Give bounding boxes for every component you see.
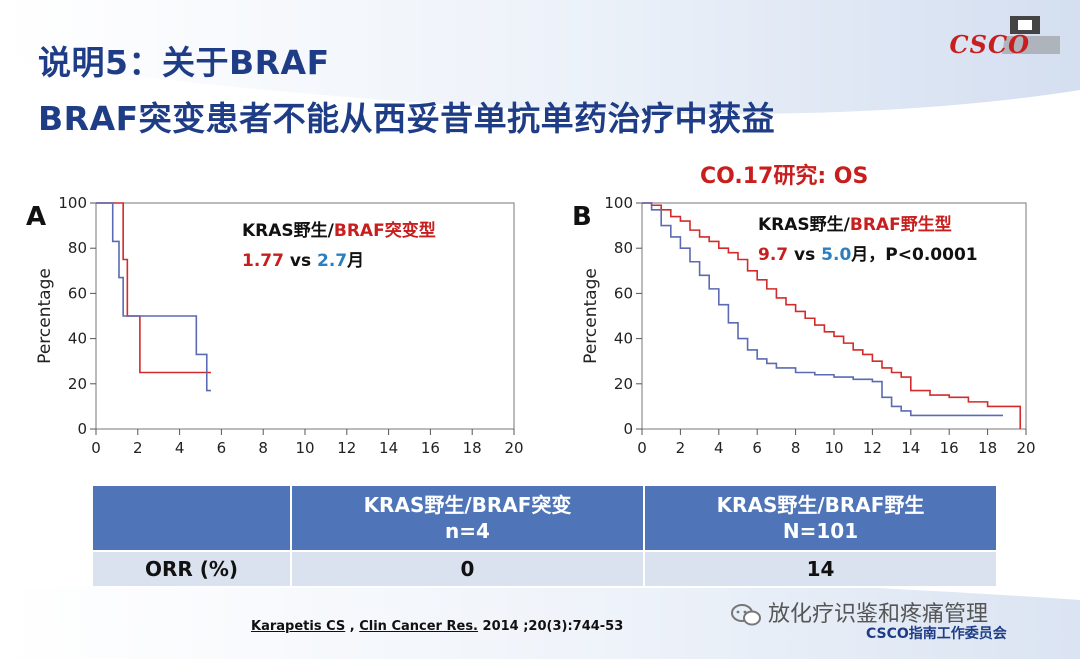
citation-authors: Karapetis CS (251, 619, 346, 634)
chart-a-ann-kras: KRAS野生/ (242, 221, 334, 241)
header-group-n: n=4 (445, 519, 490, 543)
chart-a-ann-braf: BRAF突变型 (333, 221, 436, 241)
chart-a-ann-red-value: 1.77 (242, 251, 284, 271)
chart-b-y-tick-label: 100 (604, 194, 633, 212)
chart-b-ann-blue-value: 5.0 (821, 245, 852, 265)
study-title: CO.17研究: OS (700, 164, 869, 189)
chart-a-panel-label: A (26, 202, 46, 232)
table-header-cell-braf-wild: KRAS野生/BRAF野生 N=101 (643, 484, 998, 552)
row-value-braf-wild: 14 (643, 550, 998, 588)
km-chart-b: B 0 20 40 60 80 100 0 2 4 6 8 10 12 14 16 18 20 Percentage… (568, 188, 1038, 464)
chart-a-x-tick-label: 8 (258, 439, 268, 457)
chart-b-x-tick-label: 16 (940, 439, 959, 457)
chart-b-y-tick-label: 80 (614, 239, 633, 257)
chart-b-x-tick-label: 12 (863, 439, 882, 457)
csco-logo-text: CSCO (949, 30, 1030, 59)
header-group-label: KRAS野生/BRAF突变 (363, 493, 572, 517)
chart-b-ann-vs: vs (788, 245, 822, 265)
chart-b-y-axis-label: Percentage (581, 268, 601, 364)
header-group-n: N=101 (782, 519, 859, 543)
chart-b-x-tick-label: 8 (791, 439, 801, 457)
chart-b-ann-unit-p: 月，P<0.0001 (851, 245, 978, 265)
watermark-text: 放化疗识鉴和疼痛管理 (768, 602, 989, 627)
chart-b-ann-kras: KRAS野生/ (758, 215, 850, 235)
csco-logo-icon (1002, 16, 1060, 54)
orr-table: KRAS野生/BRAF突变 n=4 KRAS野生/BRAF野生 N=101 OR… (91, 484, 998, 588)
chart-a-x-tick-label: 6 (217, 439, 227, 457)
watermark: 放化疗识鉴和疼痛管理 (730, 596, 988, 628)
chart-b-x-tick-label: 2 (676, 439, 686, 457)
chart-b-ann-braf: BRAF野生型 (849, 215, 952, 235)
chart-b-x-tick-label: 14 (901, 439, 920, 457)
citation: Karapetis CS , Clin Cancer Res. 2014 ;20… (251, 619, 623, 634)
chart-a-annotation-line-2: 1.77 vs 2.7月 (242, 246, 364, 271)
chart-a-x-tick-label: 14 (379, 439, 398, 457)
chart-a-y-tick-label: 80 (68, 239, 87, 257)
chart-a-x-tick-label: 20 (504, 439, 523, 457)
chart-a-series-line-red (96, 202, 211, 374)
chart-b-annotation-line-2: 9.7 vs 5.0月，P<0.0001 (758, 240, 978, 265)
wechat-icon (731, 604, 761, 626)
km-chart-b-svg: B 0 20 40 60 80 100 0 2 4 6 8 10 12 14 16 18 20 Percentage (572, 194, 1036, 457)
chart-a-annotation-line-1: KRAS野生/BRAF突变型 (242, 216, 436, 241)
chart-b-panel-label: B (572, 202, 592, 232)
chart-b-x-tick-label: 10 (824, 439, 843, 457)
chart-a-x-tick-label: 16 (421, 439, 440, 457)
citation-details: 2014 ;20(3):744-53 (478, 619, 624, 634)
chart-a-y-axis-label: Percentage (35, 268, 55, 364)
chart-a-ann-unit: 月 (347, 251, 365, 271)
table-header-cell-empty (91, 484, 292, 552)
chart-b-y-tick-label: 0 (623, 420, 633, 438)
footer-org: CSCO指南工作委员会 (866, 626, 1007, 642)
chart-a-x-tick-label: 18 (463, 439, 482, 457)
table-row: ORR (%) 0 14 (91, 550, 998, 588)
slide-title-line-1: 说明5：关于BRAF (38, 43, 330, 82)
chart-a-ann-vs: vs (283, 251, 317, 271)
chart-b-annotation-line-1: KRAS野生/BRAF野生型 (758, 210, 952, 235)
chart-a-x-tick-label: 0 (91, 439, 101, 457)
chart-a-y-tick-label: 40 (68, 330, 87, 348)
chart-b-y-tick-label: 60 (614, 284, 633, 302)
chart-b-x-tick-label: 6 (752, 439, 762, 457)
chart-a-ann-blue-value: 2.7 (317, 251, 348, 271)
km-chart-a-svg: A 0 20 40 60 80 100 0 2 4 6 8 10 12 14 16 18 20 Percentage (26, 194, 524, 457)
chart-a-series-line-blue (96, 202, 211, 392)
chart-a-x-tick-label: 10 (295, 439, 314, 457)
header-group-label: KRAS野生/BRAF野生 (716, 493, 925, 517)
chart-b-series-line-blue (642, 202, 1003, 417)
chart-b-ann-red-value: 9.7 (758, 245, 789, 265)
row-value-braf-mutant: 0 (290, 550, 645, 588)
row-label: ORR (%) (91, 550, 292, 588)
chart-b-x-tick-label: 20 (1016, 439, 1035, 457)
chart-a-x-tick-label: 2 (133, 439, 143, 457)
chart-a-x-tick-label: 4 (175, 439, 185, 457)
citation-journal: Clin Cancer Res. (359, 619, 478, 634)
table-header-row: KRAS野生/BRAF突变 n=4 KRAS野生/BRAF野生 N=101 (91, 484, 998, 552)
chart-a-x-tick-label: 12 (337, 439, 356, 457)
chart-b-y-tick-label: 20 (614, 375, 633, 393)
chart-a-y-tick-label: 100 (58, 194, 87, 212)
chart-a-y-tick-label: 0 (77, 420, 87, 438)
table-header-cell-braf-mutant: KRAS野生/BRAF突变 n=4 (290, 484, 645, 552)
citation-sep: , (345, 619, 360, 634)
km-chart-a: A 0 20 40 60 80 100 0 2 4 6 8 10 12 14 16 18 20 Percentage… (18, 188, 528, 464)
chart-a-y-tick-label: 20 (68, 375, 87, 393)
chart-b-x-tick-label: 0 (637, 439, 647, 457)
chart-b-x-tick-label: 4 (714, 439, 724, 457)
chart-b-x-tick-label: 18 (978, 439, 997, 457)
chart-a-y-tick-label: 60 (68, 284, 87, 302)
slide-title-line-2: BRAF突变患者不能从西妥昔单抗单药治疗中获益 (38, 99, 776, 138)
chart-b-series-line-red (642, 202, 1022, 429)
chart-b-y-tick-label: 40 (614, 330, 633, 348)
